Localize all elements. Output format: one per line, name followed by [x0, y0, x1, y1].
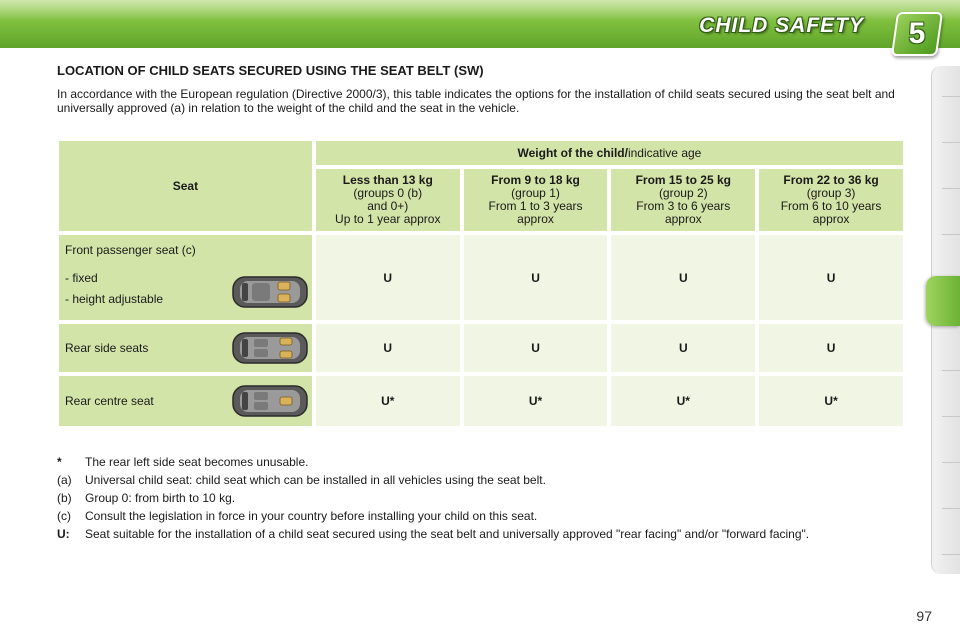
table-cell: U	[759, 324, 903, 372]
footnote-key: U:	[57, 527, 70, 541]
chapter-title: CHILD SAFETY	[699, 14, 864, 37]
column-line: and 0+)	[367, 199, 409, 213]
column-line: (group 2)	[658, 186, 708, 200]
weight-header-rest: indicative age	[627, 146, 702, 160]
column-header-group-2: From 15 to 25 kg (group 2) From 3 to 6 y…	[611, 169, 756, 231]
table-cell: U*	[611, 376, 756, 426]
section-title: LOCATION OF CHILD SEATS SECURED USING TH…	[57, 63, 484, 78]
car-front-seat-icon	[232, 276, 308, 308]
table-cell: U	[315, 235, 460, 320]
column-line: (group 3)	[806, 186, 856, 200]
column-line: From 3 to 6 years	[636, 199, 731, 213]
footnote-key: (a)	[57, 473, 72, 487]
column-line: From 6 to 10 years	[780, 199, 882, 213]
footnote-text: Consult the legislation in force in your…	[85, 509, 538, 523]
car-rear-side-seats-icon	[232, 332, 308, 364]
table-cell: U*	[463, 376, 608, 426]
column-title: From 15 to 25 kg	[635, 173, 731, 187]
footnote: (b) Group 0: from birth to 10 kg.	[57, 491, 912, 505]
row-sub-height-adjustable: - height adjustable	[65, 292, 164, 306]
tab-divider	[942, 462, 960, 463]
row-label-rear-centre: Rear centre seat	[59, 376, 312, 426]
footnote-text: Seat suitable for the installation of a …	[85, 527, 810, 541]
footnote-key: (c)	[57, 509, 71, 523]
footnote: * The rear left side seat becomes unusab…	[57, 455, 912, 469]
footnote: (c) Consult the legislation in force in …	[57, 509, 912, 523]
tab-divider	[942, 234, 960, 235]
child-seat-table: Seat Weight of the child/indicative age …	[55, 137, 907, 430]
car-rear-centre-seat-icon	[232, 385, 308, 417]
column-line: (groups 0 (b)	[353, 186, 423, 200]
column-line: (group 1)	[511, 186, 560, 200]
page-number: 97	[916, 608, 932, 624]
table-cell: U	[611, 324, 756, 372]
row-sub-fixed: - fixed	[65, 271, 98, 285]
table-cell: U	[759, 235, 903, 320]
row-label-rear-side: Rear side seats	[59, 324, 312, 372]
column-title: Less than 13 kg	[342, 173, 433, 187]
table-cell: U*	[759, 376, 903, 426]
row-label-text: Rear side seats	[65, 341, 149, 355]
tab-divider	[942, 508, 960, 509]
footnote: (a) Universal child seat: child seat whi…	[57, 473, 912, 487]
column-header-group-3: From 22 to 36 kg (group 3) From 6 to 10 …	[759, 169, 903, 231]
weight-header-bold: Weight of the child/	[517, 146, 628, 160]
table-cell: U*	[315, 376, 460, 426]
seat-header: Seat	[59, 141, 312, 231]
table-cell: U	[315, 324, 460, 372]
column-title: From 9 to 18 kg	[491, 173, 580, 187]
footnote: U: Seat suitable for the installation of…	[57, 527, 912, 541]
tab-divider	[942, 416, 960, 417]
table-cell: U	[463, 324, 608, 372]
footnotes: * The rear left side seat becomes unusab…	[57, 455, 912, 545]
header-highlight	[0, 0, 960, 20]
weight-header: Weight of the child/indicative age	[315, 141, 903, 165]
footnote-key: (b)	[57, 491, 72, 505]
chapter-tab-active[interactable]	[926, 276, 960, 326]
row-label-text: Front passenger seat (c)	[65, 243, 196, 257]
chapter-header: CHILD SAFETY 5	[0, 0, 960, 56]
table-cell: U	[611, 235, 756, 320]
chapter-number: 5	[908, 17, 926, 50]
column-line: approx	[517, 212, 554, 226]
tab-divider	[942, 370, 960, 371]
tab-divider	[942, 142, 960, 143]
footnote-text: Universal child seat: child seat which c…	[85, 473, 546, 487]
footnote-text: Group 0: from birth to 10 kg.	[85, 491, 236, 505]
column-header-group-0: Less than 13 kg (groups 0 (b) and 0+) Up…	[315, 169, 460, 231]
tab-divider	[942, 554, 960, 555]
column-line: From 1 to 3 years	[488, 199, 583, 213]
row-label-front-passenger: Front passenger seat (c) - fixed - heigh…	[59, 235, 312, 320]
column-line: Up to 1 year approx	[335, 212, 441, 226]
column-line: approx	[812, 212, 850, 226]
table-cell: U	[463, 235, 608, 320]
footnote-key: *	[57, 455, 62, 469]
footnote-text: The rear left side seat becomes unusable…	[85, 455, 309, 469]
row-label-text: Rear centre seat	[65, 394, 154, 408]
tab-divider	[942, 188, 960, 189]
tab-divider	[942, 96, 960, 97]
intro-paragraph: In accordance with the European regulati…	[57, 87, 895, 115]
chapter-number-badge: 5	[890, 12, 944, 56]
column-title: From 22 to 36 kg	[783, 173, 879, 187]
column-header-group-1: From 9 to 18 kg (group 1) From 1 to 3 ye…	[463, 169, 608, 231]
column-line: approx	[664, 212, 702, 226]
